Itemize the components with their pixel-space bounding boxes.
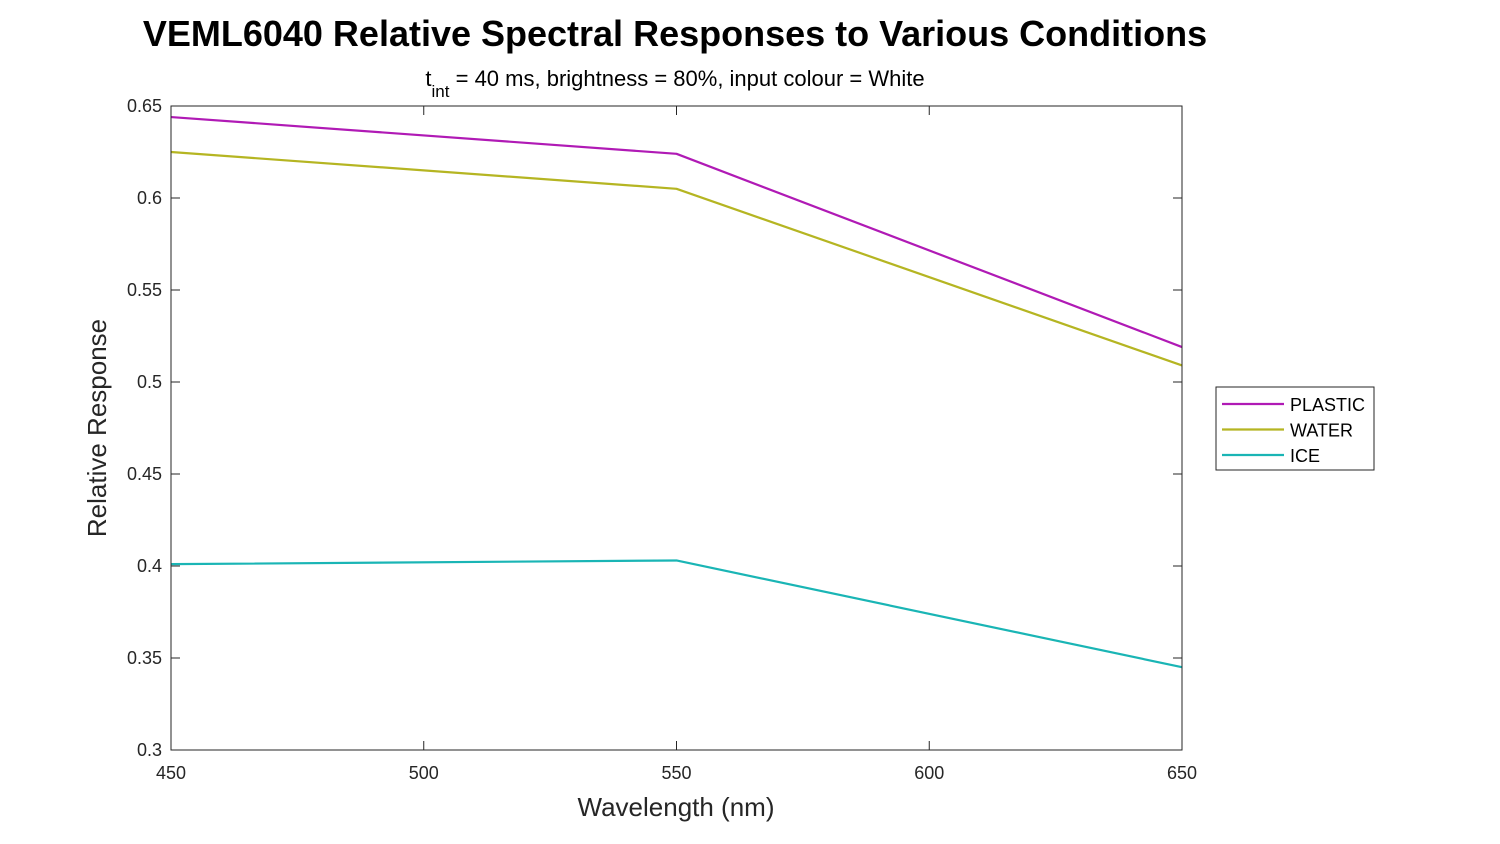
series-line-plastic: [170, 115, 1183, 349]
y-axis-label: Relative Response: [82, 319, 112, 537]
legend-label-plastic: PLASTIC: [1290, 395, 1365, 415]
legend: PLASTIC WATER ICE: [1215, 386, 1375, 471]
x-ticks: 450 500 550 600 650: [156, 106, 1197, 783]
legend-entries: PLASTIC WATER ICE: [1222, 395, 1365, 466]
y-ticks: 0.3 0.35 0.4 0.45 0.5 0.55 0.6 0.65: [127, 96, 1182, 760]
subtitle-subscript: int: [432, 82, 450, 101]
x-axis-label: Wavelength (nm): [578, 792, 775, 822]
x-tick-label: 550: [661, 763, 691, 783]
y-tick-label: 0.45: [127, 464, 162, 484]
plot-area: [171, 106, 1182, 750]
series-line-ice: [170, 559, 1183, 669]
legend-label-water: WATER: [1290, 421, 1353, 441]
y-tick-label: 0.4: [137, 556, 162, 576]
x-tick-label: 450: [156, 763, 186, 783]
y-tick-label: 0.35: [127, 648, 162, 668]
series-line-water: [170, 150, 1183, 367]
subtitle-base: t: [425, 66, 431, 91]
y-tick-label: 0.55: [127, 280, 162, 300]
subtitle-rest: = 40 ms, brightness = 80%, input colour …: [450, 66, 925, 91]
y-tick-label: 0.3: [137, 740, 162, 760]
x-tick-label: 600: [914, 763, 944, 783]
y-tick-label: 0.6: [137, 188, 162, 208]
chart-title: VEML6040 Relative Spectral Responses to …: [143, 13, 1207, 54]
y-tick-label: 0.5: [137, 372, 162, 392]
series-layer: [170, 115, 1183, 669]
legend-label-ice: ICE: [1290, 446, 1320, 466]
y-tick-label: 0.65: [127, 96, 162, 116]
chart-subtitle: tint = 40 ms, brightness = 80%, input co…: [425, 66, 924, 101]
x-tick-label: 500: [409, 763, 439, 783]
x-tick-label: 650: [1167, 763, 1197, 783]
